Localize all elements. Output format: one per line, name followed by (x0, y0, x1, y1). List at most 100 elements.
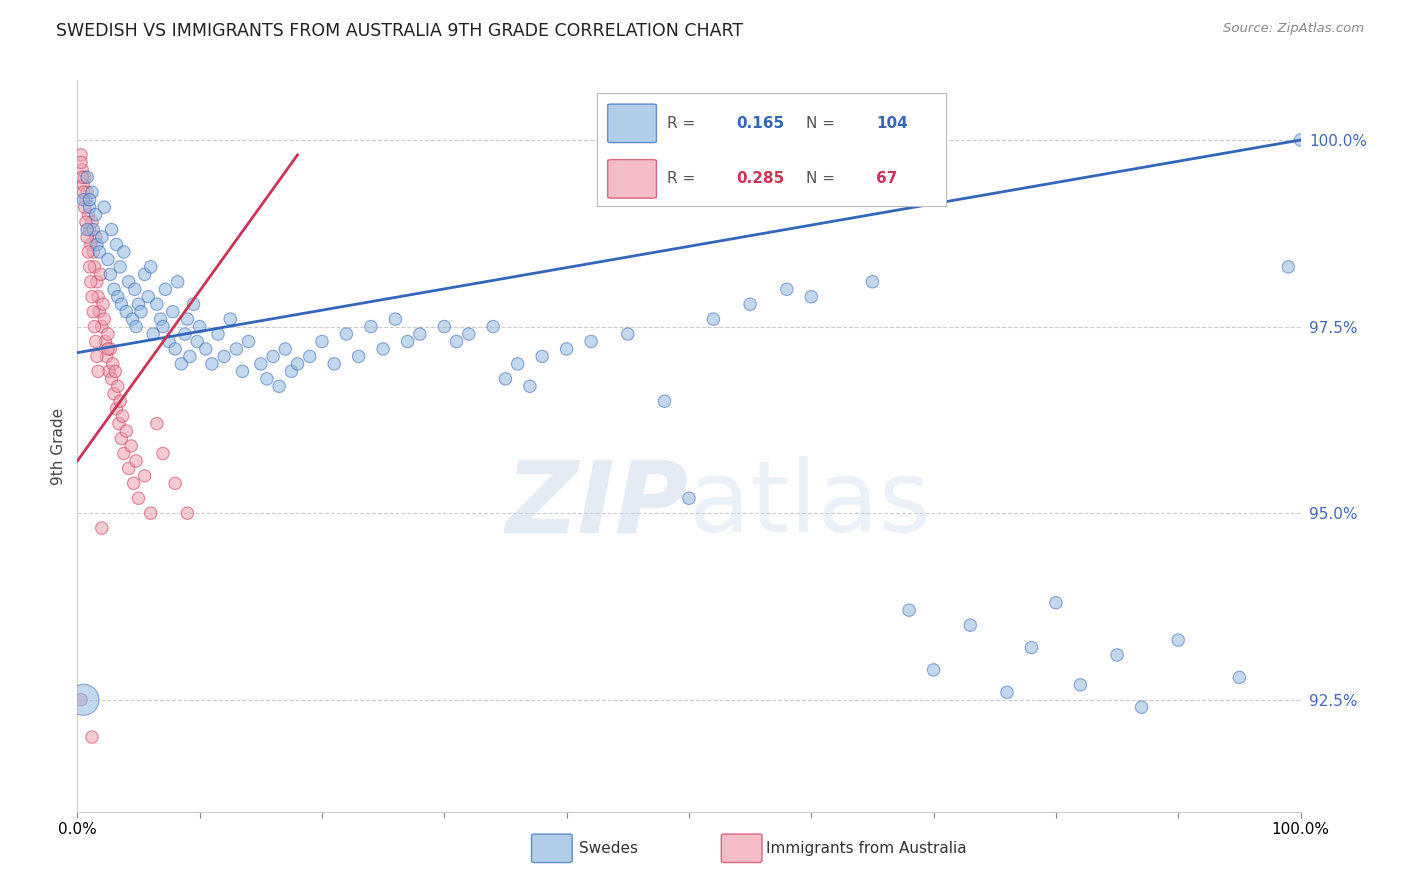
Point (194, 342, 217, 356)
Point (98, 342, 121, 356)
Point (98, 268, 121, 282)
Point (103, 386, 125, 401)
Point (90, 230, 112, 244)
Point (146, 297, 169, 311)
Point (702, 312, 724, 326)
Point (212, 350, 235, 364)
Point (311, 334, 333, 349)
Point (82, 222, 104, 236)
Point (86, 350, 108, 364)
Point (482, 319, 505, 334)
Point (79, 200, 101, 214)
Point (654, 394, 676, 409)
Point (201, 357, 224, 371)
Point (98, 364, 121, 378)
Point (94, 334, 117, 349)
Point (80, 290, 103, 304)
Point (555, 342, 578, 356)
Point (90, 268, 112, 282)
Point (70, 148, 93, 162)
Point (1045, 596, 1067, 610)
Point (495, 372, 517, 386)
Point (70, 170, 93, 185)
Point (70, 162, 93, 177)
Point (256, 372, 278, 386)
Point (72, 692, 94, 706)
Point (111, 409, 134, 424)
Point (107, 290, 129, 304)
Point (740, 297, 762, 311)
Point (174, 326, 197, 341)
Point (157, 334, 180, 349)
Point (108, 394, 131, 409)
Point (1167, 633, 1189, 648)
Point (269, 379, 291, 393)
Point (86, 237, 108, 252)
Point (617, 326, 640, 341)
Point (72, 186, 94, 200)
Point (360, 319, 382, 334)
Point (149, 312, 172, 326)
Point (76, 230, 98, 244)
Text: Immigrants from Australia: Immigrants from Australia (766, 841, 967, 855)
Point (125, 454, 148, 468)
Point (1277, 260, 1299, 274)
Point (166, 275, 188, 289)
Point (89, 244, 111, 259)
Point (70, 155, 93, 169)
Point (100, 222, 122, 236)
Point (238, 334, 260, 349)
Point (274, 342, 297, 356)
Point (262, 350, 284, 364)
Point (124, 282, 146, 296)
Point (152, 319, 174, 334)
Point (79, 260, 101, 274)
Point (76, 170, 98, 185)
Point (80, 215, 103, 229)
Point (105, 237, 128, 252)
Point (75, 193, 97, 207)
Point (207, 326, 229, 341)
Point (898, 603, 921, 617)
Point (112, 446, 135, 460)
Point (457, 326, 479, 341)
Point (97, 326, 120, 341)
Point (97, 342, 120, 356)
Point (128, 297, 150, 311)
Point (90, 521, 112, 535)
Point (118, 275, 141, 289)
Point (86, 275, 108, 289)
Point (121, 312, 143, 326)
Point (384, 312, 406, 326)
Point (110, 297, 132, 311)
Point (776, 282, 799, 296)
Point (152, 446, 174, 460)
Point (280, 364, 302, 378)
Point (1107, 648, 1129, 662)
Point (115, 424, 138, 438)
Point (142, 326, 165, 341)
Point (76, 186, 98, 200)
Point (139, 506, 162, 520)
Point (519, 379, 541, 393)
Point (72, 193, 94, 207)
Point (84, 208, 107, 222)
Point (231, 364, 253, 378)
Text: Swedes: Swedes (579, 841, 638, 855)
Point (80, 186, 103, 200)
Point (103, 282, 125, 296)
Point (108, 417, 131, 431)
Point (134, 468, 156, 483)
Point (83, 260, 105, 274)
Point (79, 222, 101, 236)
Point (125, 319, 148, 334)
Point (72, 178, 94, 192)
Point (104, 364, 127, 378)
Point (800, 290, 823, 304)
Point (97, 252, 120, 267)
Text: Source: ZipAtlas.com: Source: ZipAtlas.com (1223, 22, 1364, 36)
Point (80, 275, 103, 289)
Point (531, 350, 554, 364)
Point (188, 319, 211, 334)
Point (110, 432, 132, 446)
